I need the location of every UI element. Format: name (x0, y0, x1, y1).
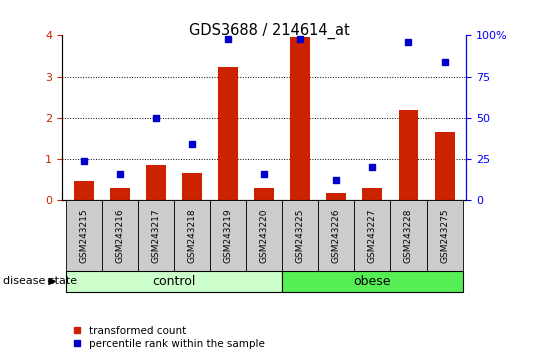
Legend: transformed count, percentile rank within the sample: transformed count, percentile rank withi… (73, 326, 265, 349)
Text: GSM243227: GSM243227 (368, 208, 377, 263)
Bar (426, 200, 462, 271)
Bar (362, 188, 382, 200)
Text: GSM243215: GSM243215 (79, 208, 88, 263)
Bar (327, 193, 346, 200)
Bar (434, 132, 454, 200)
Bar (66, 200, 102, 271)
Bar (110, 188, 130, 200)
Bar (146, 165, 166, 200)
Text: GSM243219: GSM243219 (224, 208, 232, 263)
Text: GSM243275: GSM243275 (440, 208, 449, 263)
Text: GSM243220: GSM243220 (260, 208, 268, 263)
Bar (282, 271, 462, 292)
Text: obese: obese (354, 275, 391, 288)
Bar (74, 182, 94, 200)
Bar (398, 110, 418, 200)
Text: GSM243225: GSM243225 (296, 208, 305, 263)
Text: GSM243228: GSM243228 (404, 208, 413, 263)
Text: GSM243217: GSM243217 (151, 208, 160, 263)
Bar (318, 200, 354, 271)
Bar (102, 200, 138, 271)
Bar (291, 38, 310, 200)
Text: disease state: disease state (3, 276, 77, 286)
Text: GDS3688 / 214614_at: GDS3688 / 214614_at (189, 23, 350, 39)
Text: GSM243226: GSM243226 (332, 208, 341, 263)
Text: GSM243216: GSM243216 (115, 208, 124, 263)
Bar (66, 271, 282, 292)
Text: control: control (152, 275, 196, 288)
Bar (138, 200, 174, 271)
Bar (246, 200, 282, 271)
Text: GSM243218: GSM243218 (188, 208, 196, 263)
Bar (210, 200, 246, 271)
Bar (254, 188, 274, 200)
Bar (174, 200, 210, 271)
Bar (182, 173, 202, 200)
Bar (354, 200, 390, 271)
Bar (282, 200, 318, 271)
Bar (390, 200, 426, 271)
Bar (218, 68, 238, 200)
